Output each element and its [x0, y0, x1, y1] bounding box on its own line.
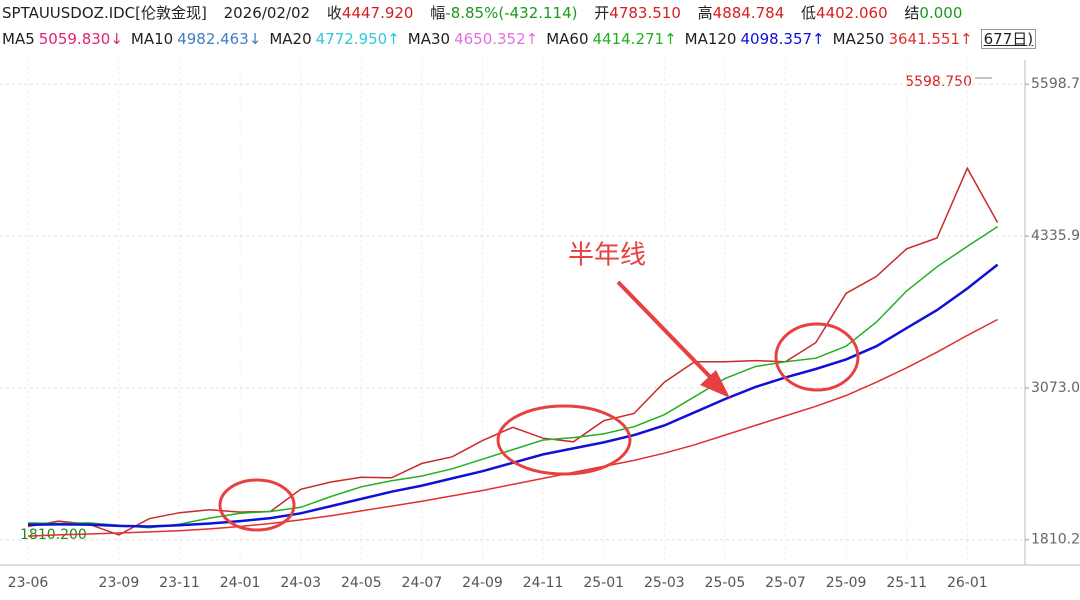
value: -8.85%(-432.114) — [445, 4, 578, 22]
y-tick-label: 3073.0 — [1031, 380, 1080, 396]
arrow-head — [700, 370, 730, 398]
quote-row: SPTAUUSDOZ.IDC[伦敦金现] 2026/02/02 收4447.92… — [0, 0, 1080, 26]
value: 4884.784 — [712, 4, 785, 22]
high-label: 5598.750 — [905, 74, 972, 90]
x-tick-label: 24-11 — [523, 575, 564, 591]
label: 幅 — [430, 4, 446, 22]
ma-name: MA5 — [2, 30, 35, 48]
x-tick-label: 25-11 — [886, 575, 927, 591]
arrow — [616, 280, 720, 387]
label: 开 — [594, 4, 610, 22]
ma-name: MA120 — [684, 30, 737, 48]
y-tick-label: 5598.7 — [1031, 76, 1080, 92]
x-tick-label: 24-07 — [402, 575, 443, 591]
series-line — [27, 225, 999, 529]
x-tick-label: 24-03 — [280, 575, 321, 591]
value: 4783.510 — [609, 4, 681, 22]
x-tick-label: 24-09 — [462, 575, 503, 591]
x-tick-label: 23-06 — [8, 575, 49, 591]
ma-value: 4650.352↑ — [454, 30, 539, 48]
ma-name: MA10 — [130, 30, 174, 48]
value: 0.000 — [919, 4, 963, 22]
label: 收 — [326, 4, 342, 22]
ma-value: 5059.830↓ — [38, 30, 123, 48]
series-line — [27, 318, 998, 537]
ma-value: 3641.551↑ — [888, 30, 973, 48]
label: 高 — [697, 4, 713, 22]
ma-value: 4414.271↑ — [592, 30, 677, 48]
ma-name: MA20 — [269, 30, 312, 48]
period-button[interactable]: 677日) — [980, 29, 1037, 49]
value: 4447.920 — [341, 4, 414, 22]
x-tick-label: 25-07 — [765, 575, 806, 591]
ma-value: 4772.950↑ — [315, 30, 400, 48]
ma-name: MA60 — [546, 30, 589, 48]
x-tick-label: 24-01 — [220, 575, 261, 591]
x-tick-label: 23-09 — [99, 575, 140, 591]
x-tick-label: 24-05 — [341, 575, 382, 591]
label: 低 — [801, 4, 817, 22]
label: 结 — [904, 4, 920, 22]
x-tick-label: 25-05 — [705, 575, 746, 591]
date: 2026/02/02 — [223, 4, 311, 22]
highlight-circle — [774, 322, 860, 392]
ma-row: MA5 5059.830↓ MA10 4982.463↓ MA20 4772.950↑ MA… — [0, 26, 1080, 52]
y-tick-label: 1810.2 — [1031, 532, 1080, 548]
x-tick-label: 25-09 — [826, 575, 867, 591]
value: 4402.060 — [816, 4, 888, 22]
x-tick-label: 26-01 — [947, 575, 988, 591]
ma-name: MA30 — [407, 30, 451, 48]
x-tick-label: 25-03 — [644, 575, 685, 591]
y-tick-label: 4335.9 — [1031, 228, 1080, 244]
highlight-circle — [218, 478, 296, 532]
series-line — [27, 166, 999, 536]
series-line — [27, 263, 999, 528]
symbol: SPTAUUSDOZ.IDC[伦敦金现] — [2, 4, 207, 22]
ma-value: 4982.463↓ — [177, 30, 262, 48]
annotation: 半年线 — [568, 241, 646, 271]
ma-name: MA250 — [832, 30, 885, 48]
x-tick-label: 25-01 — [583, 575, 624, 591]
x-tick-label: 23-11 — [159, 575, 200, 591]
quote-header: SPTAUUSDOZ.IDC[伦敦金现] 2026/02/02 收4447.92… — [0, 0, 1080, 52]
highlight-circle — [496, 404, 632, 476]
ma-value: 4098.357↑ — [740, 30, 825, 48]
